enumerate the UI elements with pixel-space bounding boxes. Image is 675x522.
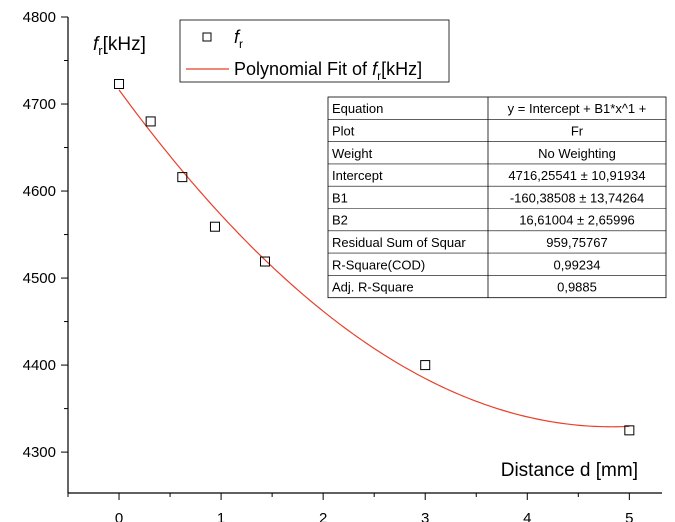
x-tick-label-2: 2 (319, 510, 327, 522)
y-tick-label-4400: 4400 (23, 357, 56, 374)
stats-label-2: Weight (332, 146, 373, 161)
fit-curve (118, 89, 630, 428)
legend-box (179, 19, 450, 83)
y-tick-label-4300: 4300 (23, 444, 56, 461)
stats-value-1: Fr (571, 123, 584, 138)
x-tick-label-0: 0 (115, 510, 123, 522)
stats-label-8: Adj. R-Square (332, 280, 414, 295)
data-point-4 (259, 256, 270, 267)
stats-label-6: Residual Sum of Squar (332, 235, 466, 250)
stats-value-3: 4716,25541 ± 10,91934 (508, 168, 645, 183)
y-axis-subscript: r (98, 43, 103, 58)
y-tick-label-4800: 4800 (23, 9, 56, 26)
stats-table-frame (327, 96, 667, 299)
y-axis-title: fr[kHz] (93, 34, 146, 58)
x-tick-label-3: 3 (421, 510, 429, 522)
points-layer (114, 79, 635, 436)
y-axis-symbol: f (93, 34, 100, 55)
stats-label-5: B2 (332, 213, 348, 228)
stats-value-7: 0,99234 (554, 257, 601, 272)
fit-layer (118, 89, 630, 428)
y-axis-bracket-close: ] (141, 34, 146, 55)
stats-value-2: No Weighting (538, 146, 616, 161)
legend-label-fr: fr (234, 27, 243, 51)
data-point-6 (624, 425, 635, 436)
legend-fit-suffix: [kHz] (381, 59, 422, 79)
x-axis-title: Distance d [mm] (501, 460, 638, 481)
stats-label-3: Intercept (332, 168, 383, 183)
x-tick-label-1: 1 (217, 510, 225, 522)
legend: fr Polynomial Fit of fr[kHz] (179, 19, 450, 83)
y-tick-label-4500: 4500 (23, 270, 56, 287)
stats-value-0: y = Intercept + B1*x^1 + (508, 101, 647, 116)
y-tick-label-4700: 4700 (23, 96, 56, 113)
stats-value-5: 16,61004 ± 2,65996 (519, 213, 635, 228)
stats-label-0: Equation (332, 101, 383, 116)
data-point-3 (209, 221, 220, 232)
data-point-0 (114, 79, 125, 90)
stats-label-1: Plot (332, 123, 355, 138)
data-point-2 (177, 172, 188, 183)
legend-marker-fr (202, 32, 212, 42)
y-axis-unit: kHz (108, 34, 141, 55)
legend-fr-symbol: f (234, 27, 241, 47)
stats-label-4: B1 (332, 190, 348, 205)
data-point-1 (145, 116, 156, 127)
y-axis-bracket-open: [ (103, 34, 109, 55)
legend-fr-subscript: r (239, 37, 243, 51)
legend-fit-prefix: Polynomial Fit of (234, 59, 372, 79)
legend-fit-symbol: f (372, 59, 379, 79)
y-tick-label-4600: 4600 (23, 183, 56, 200)
stats-table: Equation y = Intercept + B1*x^1 + Plot Fr We… (327, 96, 667, 299)
ticks: 0 1 2 3 4 5 4300 4400 4500 4600 4700 4800 (23, 9, 634, 522)
data-point-5 (420, 360, 431, 371)
stats-value-4: -160,38508 ± 13,74264 (510, 190, 644, 205)
axes (67, 17, 662, 494)
stats-label-7: R-Square(COD) (332, 257, 425, 272)
x-tick-label-4: 4 (523, 510, 531, 522)
legend-label-fit: Polynomial Fit of fr[kHz] (234, 59, 422, 83)
x-tick-label-5: 5 (625, 510, 633, 522)
stats-value-6: 959,75767 (546, 235, 607, 250)
stats-value-8: 0,9885 (557, 280, 597, 295)
legend-fit-subscript: r (377, 69, 381, 83)
